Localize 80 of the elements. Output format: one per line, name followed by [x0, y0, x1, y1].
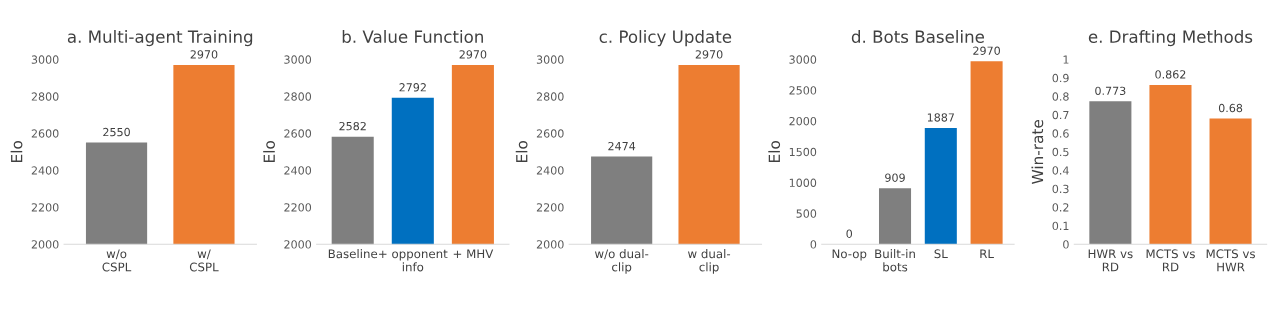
x-tick-label: MCTS vs RD: [1146, 249, 1195, 272]
y-tick-label: 0.7: [1052, 110, 1069, 120]
bar: [878, 188, 912, 245]
x-tick-label: w/o CSPL: [102, 249, 132, 272]
x-tick-label: No-op: [832, 249, 867, 261]
y-tick-label: 0: [810, 240, 817, 249]
y-tick-label: 0.2: [1052, 203, 1069, 212]
data-label: 2970: [190, 50, 218, 59]
data-label: 2582: [339, 121, 366, 131]
y-tick-label: 2800: [284, 92, 312, 101]
y-tick-label: 2600: [536, 129, 564, 138]
data-label: 2970: [459, 50, 487, 59]
x-tick-label: MCTS vs HWR: [1206, 249, 1255, 272]
chart-title: c. Policy Update: [599, 30, 732, 47]
y-tick-label: 1: [1063, 55, 1069, 64]
y-tick-label: 0: [1063, 240, 1069, 249]
y-tick-label: 500: [796, 209, 817, 218]
data-label: 2970: [695, 50, 723, 59]
chart-title: a. Multi-agent Training: [67, 30, 253, 47]
y-tick-label: 2500: [789, 86, 817, 95]
bar: [1149, 84, 1192, 245]
data-label: 0.68: [1218, 103, 1243, 113]
y-tick-label: 3000: [284, 55, 312, 64]
bar: [1209, 118, 1252, 245]
x-tick-label: Baseline: [328, 249, 378, 259]
x-tick-label: w/ CSPL: [189, 249, 219, 272]
y-tick-label: 0.9: [1052, 73, 1069, 83]
y-tick-label: 3000: [31, 55, 59, 64]
x-tick-label: w/o dual- clip: [594, 249, 649, 274]
y-tick-label: 2200: [284, 203, 312, 212]
y-axis-title: Win-rate: [1031, 119, 1044, 184]
y-tick-label: 2800: [31, 92, 59, 101]
y-tick-label: 2000: [536, 240, 564, 249]
data-label: 909: [885, 173, 905, 182]
y-tick-label: 1000: [789, 178, 817, 187]
y-tick-label: 3000: [789, 55, 817, 64]
data-label: 2970: [973, 46, 1000, 55]
y-tick-label: 2200: [31, 203, 59, 212]
y-tick-label: 2600: [31, 129, 59, 138]
data-label: 0.862: [1155, 70, 1186, 79]
data-label: 2792: [399, 83, 426, 92]
y-tick-label: 2600: [284, 129, 312, 138]
y-tick-label: 2000: [31, 240, 59, 249]
y-tick-label: 0.3: [1052, 184, 1069, 194]
data-label: 0: [846, 229, 853, 238]
x-tick-label: + opponent info: [379, 249, 448, 272]
y-tick-label: 2800: [536, 92, 564, 101]
x-tick-label: SL: [934, 249, 948, 259]
y-tick-label: 0.1: [1052, 221, 1069, 231]
y-axis-title: Elo: [10, 141, 23, 162]
y-axis-title: Elo: [515, 141, 528, 162]
bar: [924, 127, 957, 245]
y-tick-label: 2400: [536, 166, 564, 175]
chart-title: b. Value Function: [342, 30, 483, 43]
x-tick-label: RL: [980, 249, 994, 259]
y-tick-label: 2400: [31, 166, 59, 175]
y-tick-label: 0.5: [1052, 147, 1069, 157]
chart-title: e. Drafting Methods: [1088, 30, 1253, 47]
y-tick-label: 2200: [536, 203, 564, 212]
y-tick-label: 0.4: [1052, 166, 1069, 175]
bar: [970, 61, 1003, 245]
x-tick-label: + MHV: [453, 249, 494, 259]
chart-title: d. Bots Baseline: [851, 30, 985, 43]
data-label: 2474: [608, 141, 636, 151]
x-tick-label: Built-in bots: [875, 249, 915, 272]
y-tick-label: 2400: [284, 166, 312, 175]
data-label: 2550: [103, 127, 130, 137]
y-axis-title: Elo: [263, 141, 275, 162]
x-tick-label: HWR vs RD: [1088, 249, 1133, 272]
y-tick-label: 2000: [789, 116, 817, 126]
y-tick-label: 3000: [536, 55, 564, 64]
data-label: 0.773: [1095, 86, 1126, 96]
y-tick-label: 2000: [284, 240, 312, 249]
y-tick-label: 1500: [789, 147, 817, 157]
x-tick-label: w dual- clip: [687, 249, 731, 274]
bar: [1089, 101, 1132, 245]
y-tick-label: 0.8: [1052, 92, 1069, 101]
y-tick-label: 0.6: [1052, 129, 1069, 138]
data-label: 1887: [927, 113, 954, 122]
y-axis-title: Elo: [768, 141, 781, 162]
